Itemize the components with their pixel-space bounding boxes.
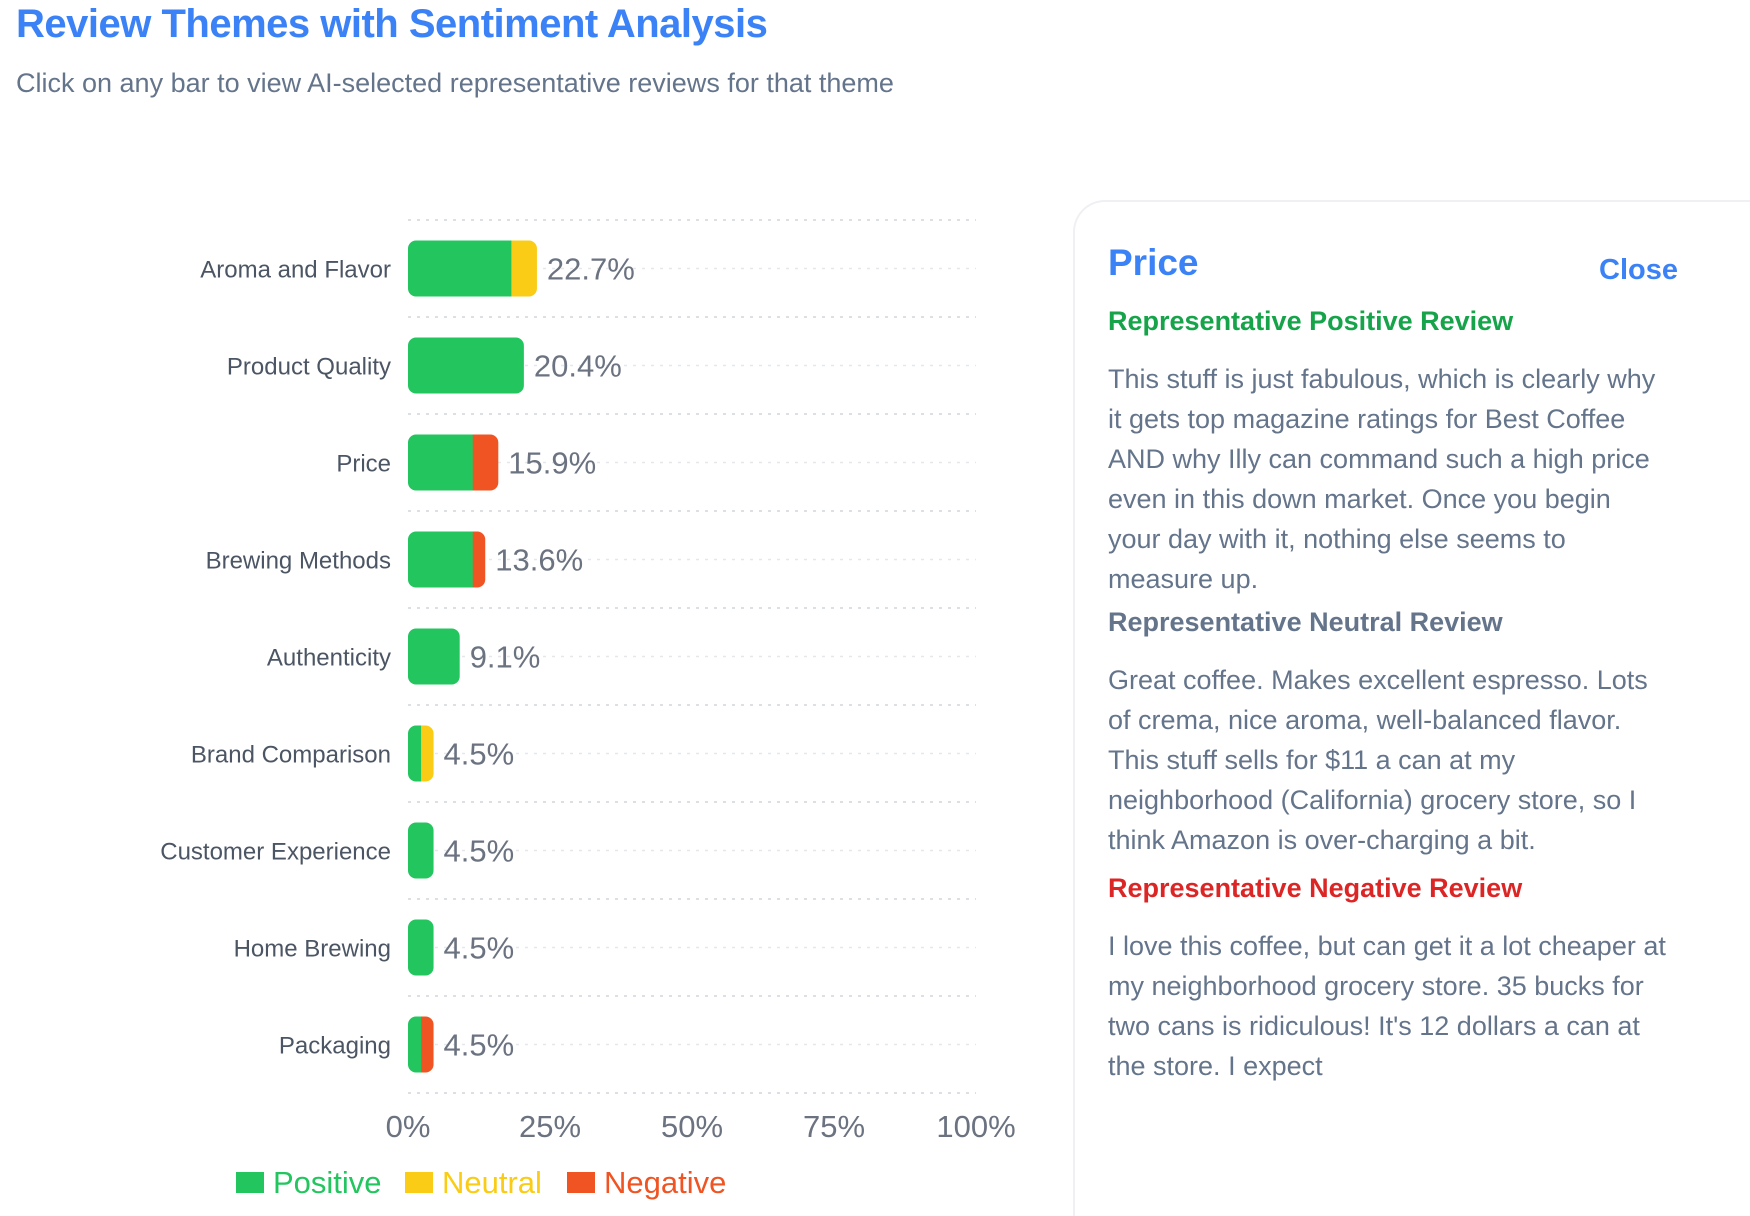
bar-total-label: 4.5%	[444, 834, 515, 869]
bar-segment-negative[interactable]	[472, 434, 499, 491]
bar-segment-neutral[interactable]	[421, 725, 434, 782]
bar-segment-positive[interactable]	[408, 628, 460, 685]
negative-review-heading: Representative Negative Review	[1108, 873, 1523, 903]
bar-segment-negative[interactable]	[421, 1016, 434, 1073]
panel-title: Price	[1108, 242, 1199, 283]
bar-total-label: 15.9%	[508, 446, 596, 481]
page-title: Review Themes with Sentiment Analysis	[16, 2, 768, 46]
positive-review-section: Representative Positive Review This stuf…	[1108, 306, 1668, 599]
bar-total-label: 4.5%	[444, 931, 515, 966]
category-label: Home Brewing	[234, 936, 391, 963]
negative-review-text: I love this coffee, but can get it a lot…	[1108, 931, 1666, 1081]
category-label: Brewing Methods	[206, 548, 391, 575]
category-label: Packaging	[279, 1033, 391, 1060]
x-tick-label: 0%	[386, 1109, 431, 1144]
review-detail-panel: Price Close Representative Positive Revi…	[1073, 200, 1750, 1216]
bar-segment-positive[interactable]	[408, 434, 474, 491]
bar-segment-negative[interactable]	[472, 531, 486, 588]
x-tick-label: 75%	[803, 1109, 865, 1144]
bar-segment-positive[interactable]	[408, 919, 434, 976]
bar-segment-positive[interactable]	[408, 725, 422, 782]
x-tick-label: 25%	[519, 1109, 581, 1144]
bar-total-label: 20.4%	[534, 349, 622, 384]
neutral-review-heading: Representative Neutral Review	[1108, 607, 1503, 637]
bar-total-label: 9.1%	[470, 640, 541, 675]
category-label: Brand Comparison	[191, 742, 391, 769]
bar-segment-positive[interactable]	[408, 531, 474, 588]
bar-segment-positive[interactable]	[408, 1016, 422, 1073]
legend-label-positive: Positive	[273, 1165, 382, 1200]
positive-review-text: This stuff is just fabulous, which is cl…	[1108, 364, 1656, 594]
negative-review-section: Representative Negative Review I love th…	[1108, 873, 1668, 1086]
bar-total-label: 4.5%	[444, 1028, 515, 1063]
bar-total-label: 4.5%	[444, 737, 515, 772]
legend-swatch-negative	[567, 1172, 595, 1193]
bar-segment-positive[interactable]	[408, 240, 512, 297]
sentiment-bar-chart: Aroma and Flavor 22.7% Product Quality 20.4…	[160, 219, 1016, 1200]
bar-total-label: 13.6%	[495, 543, 583, 578]
x-tick-label: 100%	[936, 1109, 1015, 1144]
legend-swatch-positive	[236, 1172, 264, 1193]
bar-segment-positive[interactable]	[408, 337, 524, 394]
x-tick-label: 50%	[661, 1109, 723, 1144]
category-label: Price	[336, 451, 391, 478]
bar-total-label: 22.7%	[547, 252, 635, 287]
category-label: Authenticity	[267, 645, 391, 672]
neutral-review-section: Representative Neutral Review Great coff…	[1108, 607, 1668, 860]
category-label: Customer Experience	[160, 839, 391, 866]
legend-swatch-neutral	[405, 1172, 433, 1193]
category-label: Product Quality	[227, 354, 391, 381]
page-subtitle: Click on any bar to view AI-selected rep…	[16, 68, 894, 98]
close-button[interactable]: Close	[1599, 254, 1678, 286]
category-label: Aroma and Flavor	[200, 257, 391, 284]
neutral-review-text: Great coffee. Makes excellent espresso. …	[1108, 665, 1648, 855]
bar-segment-neutral[interactable]	[511, 240, 537, 297]
legend-label-neutral: Neutral	[442, 1165, 542, 1200]
legend-label-negative: Negative	[604, 1165, 726, 1200]
positive-review-heading: Representative Positive Review	[1108, 306, 1514, 336]
bar-segment-positive[interactable]	[408, 822, 434, 879]
